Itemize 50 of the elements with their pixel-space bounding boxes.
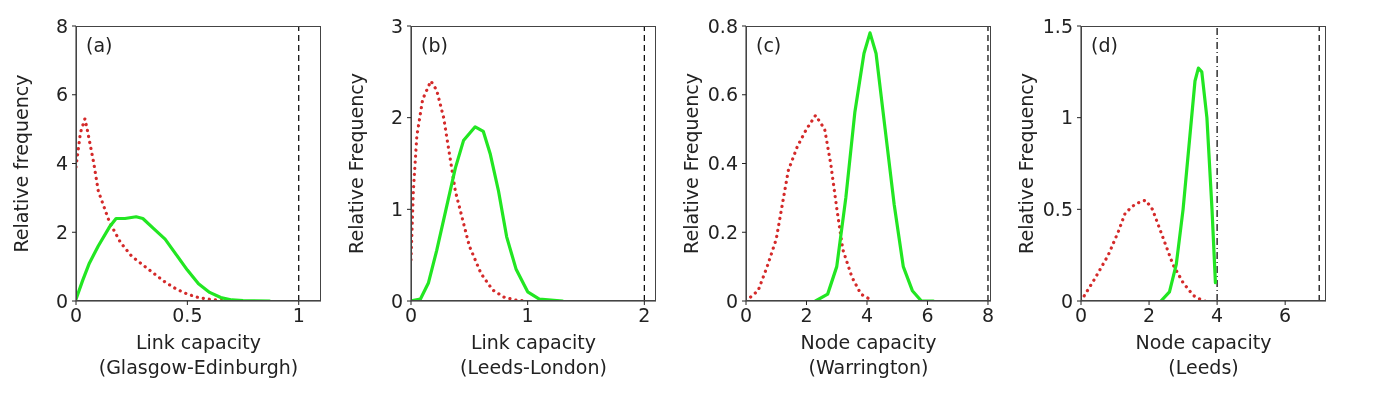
line-series bbox=[813, 31, 936, 301]
annotation: (d) bbox=[1091, 34, 1118, 56]
x-tick-label: 8 bbox=[981, 304, 995, 327]
line-series bbox=[1159, 66, 1218, 301]
x-tick-label: 1 bbox=[292, 304, 305, 327]
y-tick-label: 8 bbox=[55, 14, 68, 37]
x-tick-label: 0 bbox=[404, 304, 418, 327]
x-tick-label: 4 bbox=[1211, 304, 1224, 327]
x-axis-title: Node capacity (Warrington) bbox=[800, 331, 937, 378]
y-tick-label: 0 bbox=[1060, 289, 1073, 312]
y-tick-label: 0.4 bbox=[707, 152, 738, 175]
y-tick-label: 4 bbox=[55, 152, 68, 175]
x-tick-label: 4 bbox=[860, 304, 874, 327]
x-tick-label: 6 bbox=[921, 304, 934, 327]
y-axis-title: Relative Frequency bbox=[679, 73, 702, 254]
y-tick-label: 2 bbox=[55, 220, 68, 243]
x-axis-title: Link capacity (Leeds-London) bbox=[460, 331, 607, 378]
x-axis-title: Link capacity (Glasgow-Edinburgh) bbox=[98, 331, 299, 378]
x-tick-label: 1 bbox=[521, 304, 534, 327]
x-tick-label: 0 bbox=[739, 304, 753, 327]
y-tick-label: 0 bbox=[55, 289, 68, 312]
x-tick-label: 0 bbox=[69, 304, 83, 327]
y-axis-title: Relative frequency bbox=[9, 74, 32, 253]
y-tick-label: 0.6 bbox=[707, 83, 738, 106]
y-tick-label: 2 bbox=[390, 106, 403, 129]
annotation: (a) bbox=[86, 34, 113, 56]
x-axis-title: Node capacity (Leeds) bbox=[1135, 331, 1272, 378]
x-tick-label: 2 bbox=[1143, 304, 1156, 327]
y-tick-label: 1 bbox=[390, 198, 403, 221]
line-series bbox=[411, 125, 565, 301]
y-axis-title: Relative Frequency bbox=[1014, 73, 1037, 254]
line-series bbox=[76, 215, 272, 301]
x-tick-label: 2 bbox=[638, 304, 651, 327]
y-tick-label: 0.5 bbox=[1042, 198, 1073, 221]
y-tick-label: 0.8 bbox=[707, 14, 738, 37]
y-tick-label: 0 bbox=[725, 289, 738, 312]
x-tick-label: 2 bbox=[800, 304, 813, 327]
y-tick-label: 6 bbox=[55, 83, 68, 106]
annotation: (b) bbox=[421, 34, 448, 56]
y-tick-label: 0 bbox=[390, 289, 403, 312]
x-tick-label: 0.5 bbox=[172, 304, 203, 327]
x-tick-label: 6 bbox=[1279, 304, 1292, 327]
line-series bbox=[1081, 198, 1209, 301]
y-tick-label: 3 bbox=[390, 14, 403, 37]
x-tick-label: 0 bbox=[1074, 304, 1088, 327]
y-tick-label: 1.5 bbox=[1042, 14, 1073, 37]
y-axis-title: Relative Frequency bbox=[344, 73, 367, 254]
y-tick-label: 0.2 bbox=[707, 220, 738, 243]
annotation: (c) bbox=[756, 34, 782, 56]
y-tick-label: 1 bbox=[1060, 106, 1073, 129]
